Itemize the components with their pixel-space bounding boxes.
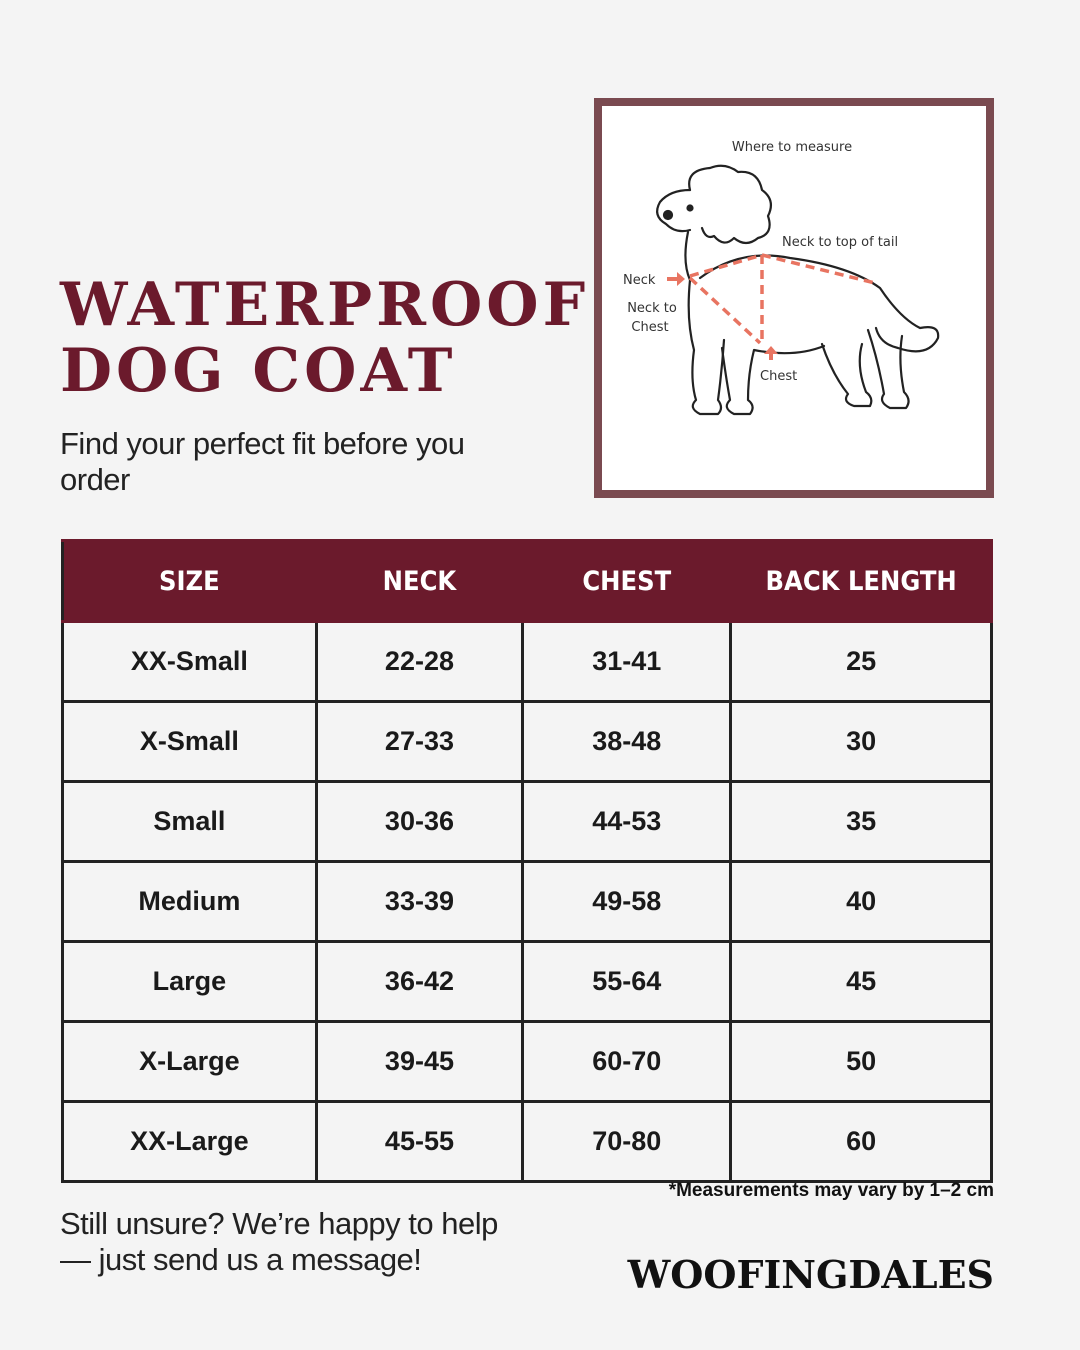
table-cell: 39-45 — [314, 1020, 525, 1103]
table-cell: 40 — [729, 860, 993, 943]
measure-lines — [688, 253, 876, 345]
table-cell: 31-41 — [521, 620, 733, 703]
table-row: XX-Large 45-55 70-80 60 — [61, 1100, 993, 1183]
footnote: *Measurements may vary by 1–2 cm — [668, 1180, 994, 1201]
title-line: WATERPROOF — [60, 270, 590, 340]
diagram-label: Chest — [631, 320, 668, 335]
help-text: Still unsure? We’re happy to help — just… — [60, 1206, 498, 1277]
table-cell: 35 — [729, 780, 993, 863]
title-line: DOG COAT — [60, 336, 457, 406]
column-header: SIZE — [61, 539, 318, 623]
size-table: SIZE NECK CHEST BACK LENGTH XX-Small 22-28 31… — [61, 539, 993, 1183]
table-cell: 45-55 — [314, 1100, 525, 1183]
table-row: XX-Small 22-28 31-41 25 — [61, 620, 993, 703]
table-cell: 50 — [729, 1020, 993, 1103]
table-cell: 45 — [729, 940, 993, 1023]
table-row: Medium 33-39 49-58 40 — [61, 860, 993, 943]
table-cell: XX-Small — [61, 620, 318, 703]
table-row: Small 30-36 44-53 35 — [61, 780, 993, 863]
column-header: BACK LENGTH — [729, 539, 993, 623]
diagram-label: Neck to top of tail — [782, 235, 898, 250]
table-cell: XX-Large — [61, 1100, 318, 1183]
title: WATERPROOF DOG COAT — [60, 272, 589, 404]
table-cell: 49-58 — [521, 860, 733, 943]
brand: WOOFINGDALES — [627, 1252, 994, 1297]
diagram-label: Neck — [623, 273, 656, 288]
table-body: XX-Small 22-28 31-41 25 X-Small 27-33 38-48 30 S… — [61, 620, 993, 1183]
table-row: Large 36-42 55-64 45 — [61, 940, 993, 1023]
header-row: SIZE NECK CHEST BACK LENGTH — [61, 539, 993, 623]
column-header: NECK — [314, 539, 525, 623]
table-cell: 44-53 — [521, 780, 733, 863]
table-cell: 55-64 — [521, 940, 733, 1023]
table-cell: 38-48 — [521, 700, 733, 783]
table-row: X-Small 27-33 38-48 30 — [61, 700, 993, 783]
dog-outline — [655, 164, 940, 416]
column-header: CHEST — [521, 539, 733, 623]
table-cell: 30 — [729, 700, 993, 783]
table-cell: 60 — [729, 1100, 993, 1183]
table-cell: 25 — [729, 620, 993, 703]
table-cell: Medium — [61, 860, 318, 943]
diagram-label: Chest — [760, 369, 797, 384]
table-row: X-Large 39-45 60-70 50 — [61, 1020, 993, 1103]
dog-diagram: Where to measure Neck to top of tail Nec… — [623, 140, 940, 416]
table-cell: 30-36 — [314, 780, 525, 863]
diagram-label: Neck to — [627, 301, 677, 316]
table-cell: 22-28 — [314, 620, 525, 703]
table-cell: 60-70 — [521, 1020, 733, 1103]
subtitle: Find your perfect fit before you order — [60, 426, 465, 497]
arrows — [667, 272, 778, 360]
table-cell: 33-39 — [314, 860, 525, 943]
table-cell: Large — [61, 940, 318, 1023]
table-cell: 36-42 — [314, 940, 525, 1023]
table-cell: X-Large — [61, 1020, 318, 1103]
table-cell: Small — [61, 780, 318, 863]
diagram-title: Where to measure — [732, 140, 852, 155]
diagram-frame — [594, 98, 994, 498]
table-cell: X-Small — [61, 700, 318, 783]
table-cell: 27-33 — [314, 700, 525, 783]
table-cell: 70-80 — [521, 1100, 733, 1183]
